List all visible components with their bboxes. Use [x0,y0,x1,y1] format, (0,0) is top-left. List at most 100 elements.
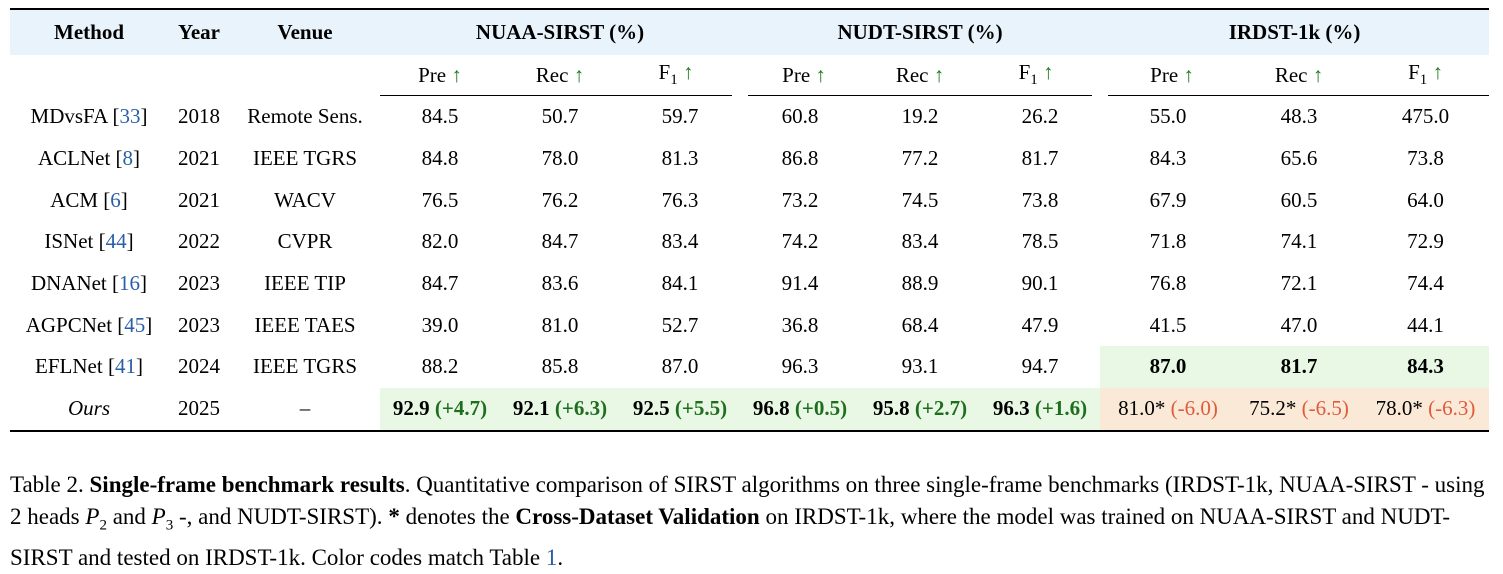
table-row: MDvsFA [33] 2018 Remote Sens. 84.5 50.7 59.7 6… [10,96,1489,138]
venue-cell-ours: – [230,387,380,432]
value-cell: 52.7 [661,312,699,337]
delta-gain: (+6.3) [554,396,608,421]
citation-link[interactable]: 33 [119,104,141,129]
year-cell: 2021 [178,146,220,171]
venue-cell: IEEE TIP [264,271,346,296]
year-cell-ours: 2025 [168,387,230,432]
value-cell: 81.0 [541,312,579,337]
venue-cell: CVPR [277,229,333,254]
value-cell: 68.4 [901,312,939,337]
caption-text-2: -, and NUDT-SIRST). [178,504,383,529]
method-cell: DNANet [16] [30,271,148,296]
caption-and: and [112,504,146,529]
benchmark-table: Method Year Venue NUAA-SIRST (%) NUDT-SI… [10,8,1490,432]
method-cell-ours: Ours [10,387,168,432]
value-cell-ours: 92.5 (+5.5) [620,387,741,432]
value-cell: 74.1 [1280,229,1318,254]
up-arrow-icon: ↑ [1312,62,1324,87]
caption-text-3: denotes the [405,504,510,529]
metric-label: Rec [1274,62,1308,87]
value-cell: 82.0 [421,229,459,254]
ours-value: 78.0* [1375,396,1423,421]
value-cell-ours: 96.3 (+1.6) [980,387,1101,432]
method-name: AGPCNet [25,312,113,337]
value-cell: 19.2 [901,104,939,129]
value-cell: 84.3 [1362,346,1490,388]
value-cell: 87.0 [661,354,699,379]
value-cell: 59.7 [661,104,699,129]
value-cell: 64.0 [1407,187,1444,212]
method-cell: ISNet [44] [44,229,134,254]
method-name: ACM [50,187,99,212]
ours-value: 96.3 [992,396,1030,421]
value-cell: 88.9 [901,271,939,296]
value-cell: 78.0 [541,146,579,171]
caption-end: . [557,544,564,570]
value-cell: 55.0 [1149,104,1187,129]
up-arrow-icon: ↑ [933,62,945,87]
citation-link[interactable]: 45 [124,312,146,337]
table-row: AGPCNet [45] 2023 IEEE TAES 39.0 81.0 52.7 36.… [10,304,1489,346]
delta-gain: (+0.5) [794,396,848,421]
up-arrow-icon: ↑ [1183,62,1194,87]
method-cell: EFLNet [41] [35,354,143,379]
value-cell: 50.7 [541,104,579,129]
metric-label: Pre [782,62,811,87]
caption-table-ref-link[interactable]: 1 [545,544,558,570]
metric-subscript: 1 [670,72,678,89]
caption-p2-symbol: P [85,504,100,529]
caption-label: Table 2. [10,472,84,497]
value-cell: 44.1 [1407,312,1444,337]
citation-link[interactable]: 8 [122,146,134,171]
value-cell: 41.5 [1149,312,1187,337]
header-metric-f1-nudt: F1 ↑ [980,55,1101,96]
value-cell: 96.3 [781,354,819,379]
citation-link[interactable]: 41 [114,354,136,379]
delta-gain: (+5.5) [674,396,728,421]
value-cell: 74.4 [1407,271,1444,296]
header-group-nuaa: NUAA-SIRST (%) [380,9,741,55]
citation-link[interactable]: 16 [119,271,141,296]
citation-link[interactable]: 44 [105,229,127,254]
metric-label: F [1018,60,1031,85]
delta-drop: (-6.3) [1428,396,1476,421]
table-row: ACM [6] 2021 WACV 76.5 76.2 76.3 73.2 74.5 73.8 6… [10,179,1489,221]
method-cell: ACM [6] [50,187,128,212]
value-cell: 67.9 [1149,187,1187,212]
header-metric-f1-nuaa: F1 ↑ [620,55,741,96]
year-cell: 2023 [178,312,220,337]
value-cell: 84.7 [541,229,579,254]
metric-label: Pre [418,62,447,87]
value-cell: 90.1 [1021,271,1059,296]
delta-drop: (-6.5) [1301,396,1349,421]
header-metric-pre-irdst: Pre ↑ [1100,55,1237,96]
value-cell: 81.7 [1021,146,1059,171]
metric-label: Rec [895,62,929,87]
header-group-irdst: IRDST-1k (%) [1100,9,1490,55]
value-cell-ours: 92.1 (+6.3) [500,387,620,432]
value-cell: 76.5 [421,187,459,212]
header-year: Year [168,9,230,55]
ours-value: 92.5 [632,396,670,421]
delta-gain: (+2.7) [914,396,968,421]
value-cell: 475.0 [1401,104,1450,129]
header-metric-f1-irdst: F1 ↑ [1362,55,1490,96]
caption-text-4: on IRDST-1k, where the model was trained… [10,504,1451,570]
value-cell: 48.3 [1280,104,1318,129]
method-name: DNANet [30,271,107,296]
year-cell: 2021 [178,187,220,212]
value-cell-ours: 96.8 (+0.5) [740,387,861,432]
value-cell: 77.2 [901,146,939,171]
citation-link[interactable]: 6 [110,187,121,212]
up-arrow-icon: ↑ [815,62,826,87]
value-cell: 76.8 [1149,271,1187,296]
method-cell: ACLNet [8] [37,146,141,171]
value-cell: 26.2 [1021,104,1059,129]
header-metric-pre-nudt: Pre ↑ [740,55,861,96]
value-cell: 94.7 [1021,354,1059,379]
header-method: Method [10,9,168,55]
value-cell: 76.2 [541,187,579,212]
caption-text-1: . Quantitative comparison of SIRST algor… [10,472,1485,529]
value-cell: 83.4 [901,229,939,254]
